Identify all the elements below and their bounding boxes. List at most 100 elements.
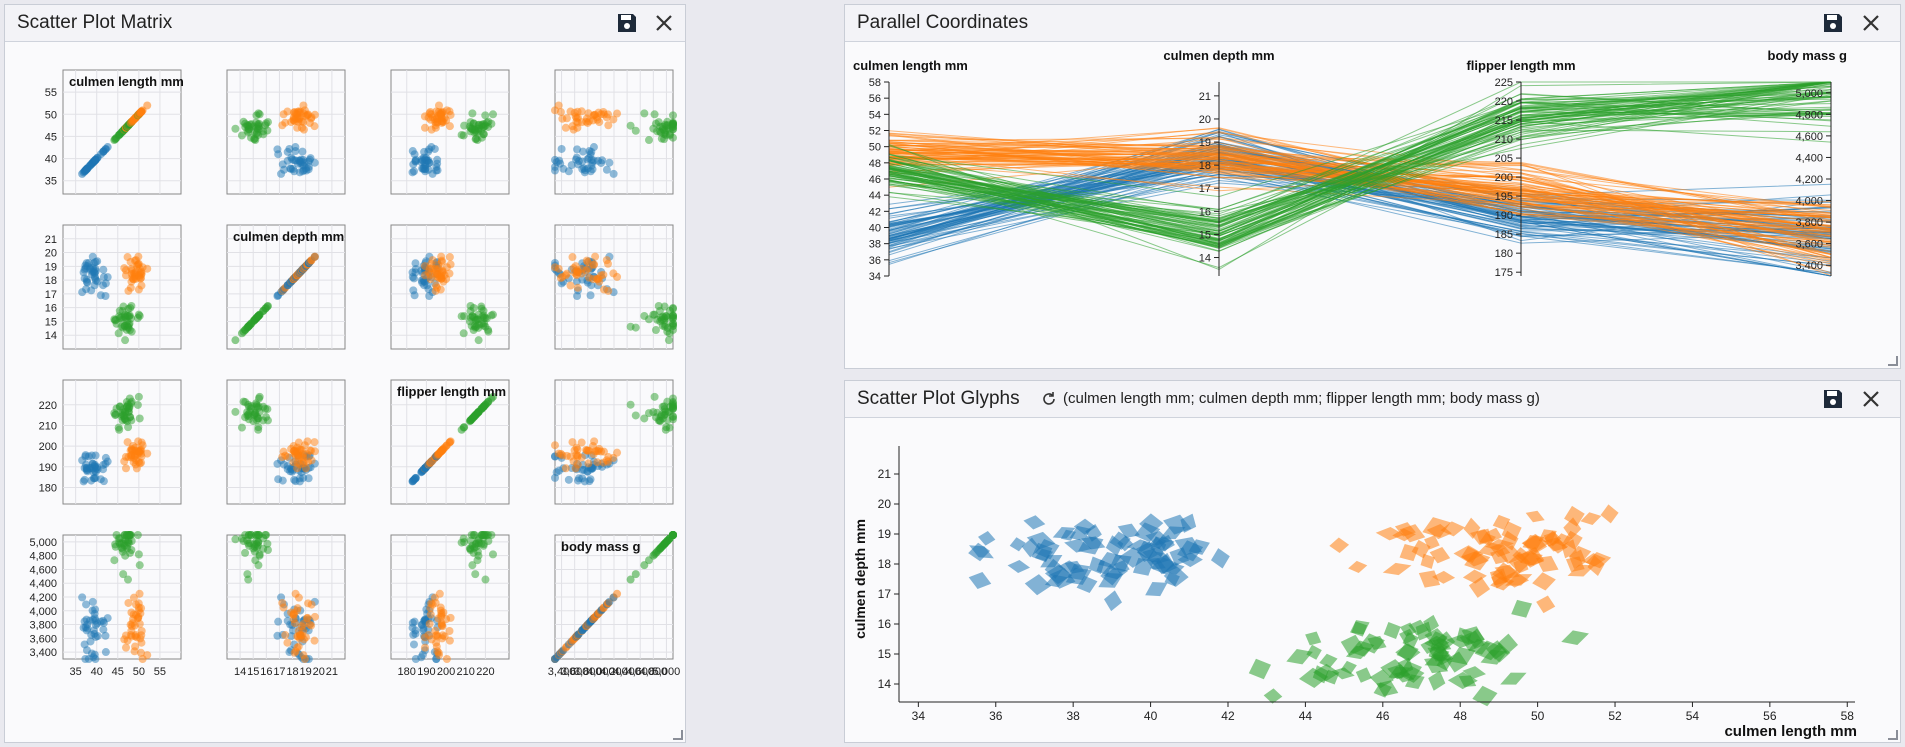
data-point: [445, 636, 454, 645]
data-point: [279, 603, 288, 612]
data-point: [593, 458, 602, 467]
diamond-glyph: [1064, 560, 1085, 574]
data-point: [310, 438, 319, 447]
y-tick-label: 19: [45, 261, 57, 273]
axis-name-label: culmen depth mm: [1163, 48, 1274, 63]
data-point: [134, 285, 143, 294]
data-point: [554, 101, 563, 110]
data-point: [426, 610, 435, 619]
data-point: [477, 126, 486, 135]
diamond-glyph: [1440, 521, 1465, 537]
data-point: [82, 277, 91, 286]
data-point: [411, 259, 420, 268]
x-tick-label: 18: [286, 666, 298, 678]
data-point: [88, 459, 97, 468]
axis-tick-label: 4,000: [1795, 196, 1823, 208]
resize-handle-icon[interactable]: [673, 730, 683, 740]
diamond-glyph: [1313, 663, 1340, 682]
data-point: [304, 165, 313, 174]
data-point: [250, 127, 259, 136]
data-point: [310, 122, 319, 131]
data-point: [254, 531, 263, 539]
matrix-cell: body mass g 3,4003,6003,8004,0004,2004,40…: [548, 531, 680, 678]
parallel-coordinates-chart[interactable]: 34 36 38 40 42 44 46 48 50 52 54 56 58 culmen length …: [845, 42, 1900, 368]
data-point: [408, 168, 417, 177]
x-tick-label: 5,000: [653, 666, 681, 678]
matrix-cell-frame: [390, 69, 510, 195]
scatter-plot-glyphs-chart[interactable]: 34 36 38 40 42 44 46 48 50 52 54 56 58 14 15 16 17 18 19 20…: [845, 418, 1900, 742]
data-point: [277, 169, 286, 178]
data-point: [87, 451, 96, 460]
data-point: [231, 407, 240, 416]
x-tick-label: 180: [398, 666, 416, 678]
data-point: [573, 451, 582, 460]
resize-handle-icon[interactable]: [1888, 730, 1898, 740]
data-point: [420, 643, 429, 652]
save-icon[interactable]: [1821, 11, 1845, 35]
panel-body: 34 36 38 40 42 44 46 48 50 52 54 56 58 culmen length …: [845, 42, 1900, 368]
data-point: [283, 638, 292, 647]
data-point: [305, 620, 314, 629]
matrix-cell: [551, 69, 677, 195]
data-point: [127, 327, 136, 336]
data-point: [250, 547, 259, 556]
x-tick-label: 48: [1454, 709, 1468, 723]
data-point: [281, 118, 290, 127]
scatter-plot-matrix[interactable]: culmen length mm354045505514151617181920…: [5, 42, 685, 742]
data-point: [631, 126, 640, 135]
diamond-glyph: [1117, 523, 1140, 539]
axis-tick-label: 3,800: [1795, 217, 1823, 229]
data-point: [613, 109, 622, 118]
diamond-glyph: [1163, 566, 1189, 587]
data-point: [433, 159, 442, 168]
diamond-glyph: [1382, 562, 1412, 576]
data-point: [437, 610, 446, 619]
diamond-glyph: [1458, 675, 1477, 687]
axis-tick-label: 38: [869, 239, 881, 251]
save-icon[interactable]: [615, 11, 639, 35]
x-tick-label: 58: [1841, 709, 1855, 723]
axis-name-label: flipper length mm: [1466, 58, 1575, 73]
x-tick-label: 35: [70, 666, 82, 678]
data-point: [129, 610, 138, 619]
data-point: [425, 109, 434, 118]
refresh-icon[interactable]: [1041, 391, 1057, 407]
data-point: [586, 291, 595, 300]
y-tick-label: 40: [45, 154, 57, 166]
x-tick-label: 45: [112, 666, 124, 678]
y-tick-label: 4,200: [29, 592, 57, 604]
diamond-glyph: [1340, 660, 1357, 675]
save-icon[interactable]: [1821, 387, 1845, 411]
x-tick-label: 4,000: [587, 666, 615, 678]
x-tick-label: 220: [476, 666, 494, 678]
data-point: [101, 648, 110, 657]
diamond-glyph: [1489, 642, 1511, 663]
close-icon[interactable]: [1859, 11, 1883, 35]
close-icon[interactable]: [652, 11, 676, 35]
data-point: [472, 134, 481, 143]
polyline-record: [888, 120, 1832, 245]
data-point: [421, 167, 430, 176]
axis-tick-label: 195: [1495, 191, 1513, 203]
matrix-cell: [390, 69, 510, 195]
x-axis-label: culmen length mm: [1724, 723, 1857, 740]
x-tick-label: 210: [457, 666, 475, 678]
data-point: [417, 621, 426, 630]
polyline-record: [888, 158, 1832, 237]
y-tick-label: 3,800: [29, 620, 57, 632]
close-icon[interactable]: [1859, 387, 1883, 411]
x-tick-label: 44: [1299, 709, 1313, 723]
data-point: [121, 336, 130, 345]
data-point: [281, 451, 290, 460]
data-point: [554, 264, 563, 273]
y-tick-label: 18: [878, 557, 892, 571]
x-tick-label: 56: [1763, 709, 1777, 723]
resize-handle-icon[interactable]: [1888, 356, 1898, 366]
diamond-glyph: [1521, 533, 1549, 553]
diamond-glyph: [1564, 505, 1585, 527]
data-point: [459, 329, 468, 338]
variable-label: body mass g: [561, 539, 641, 554]
data-point: [263, 126, 272, 135]
data-point: [135, 459, 144, 468]
x-tick-label: 190: [417, 666, 435, 678]
